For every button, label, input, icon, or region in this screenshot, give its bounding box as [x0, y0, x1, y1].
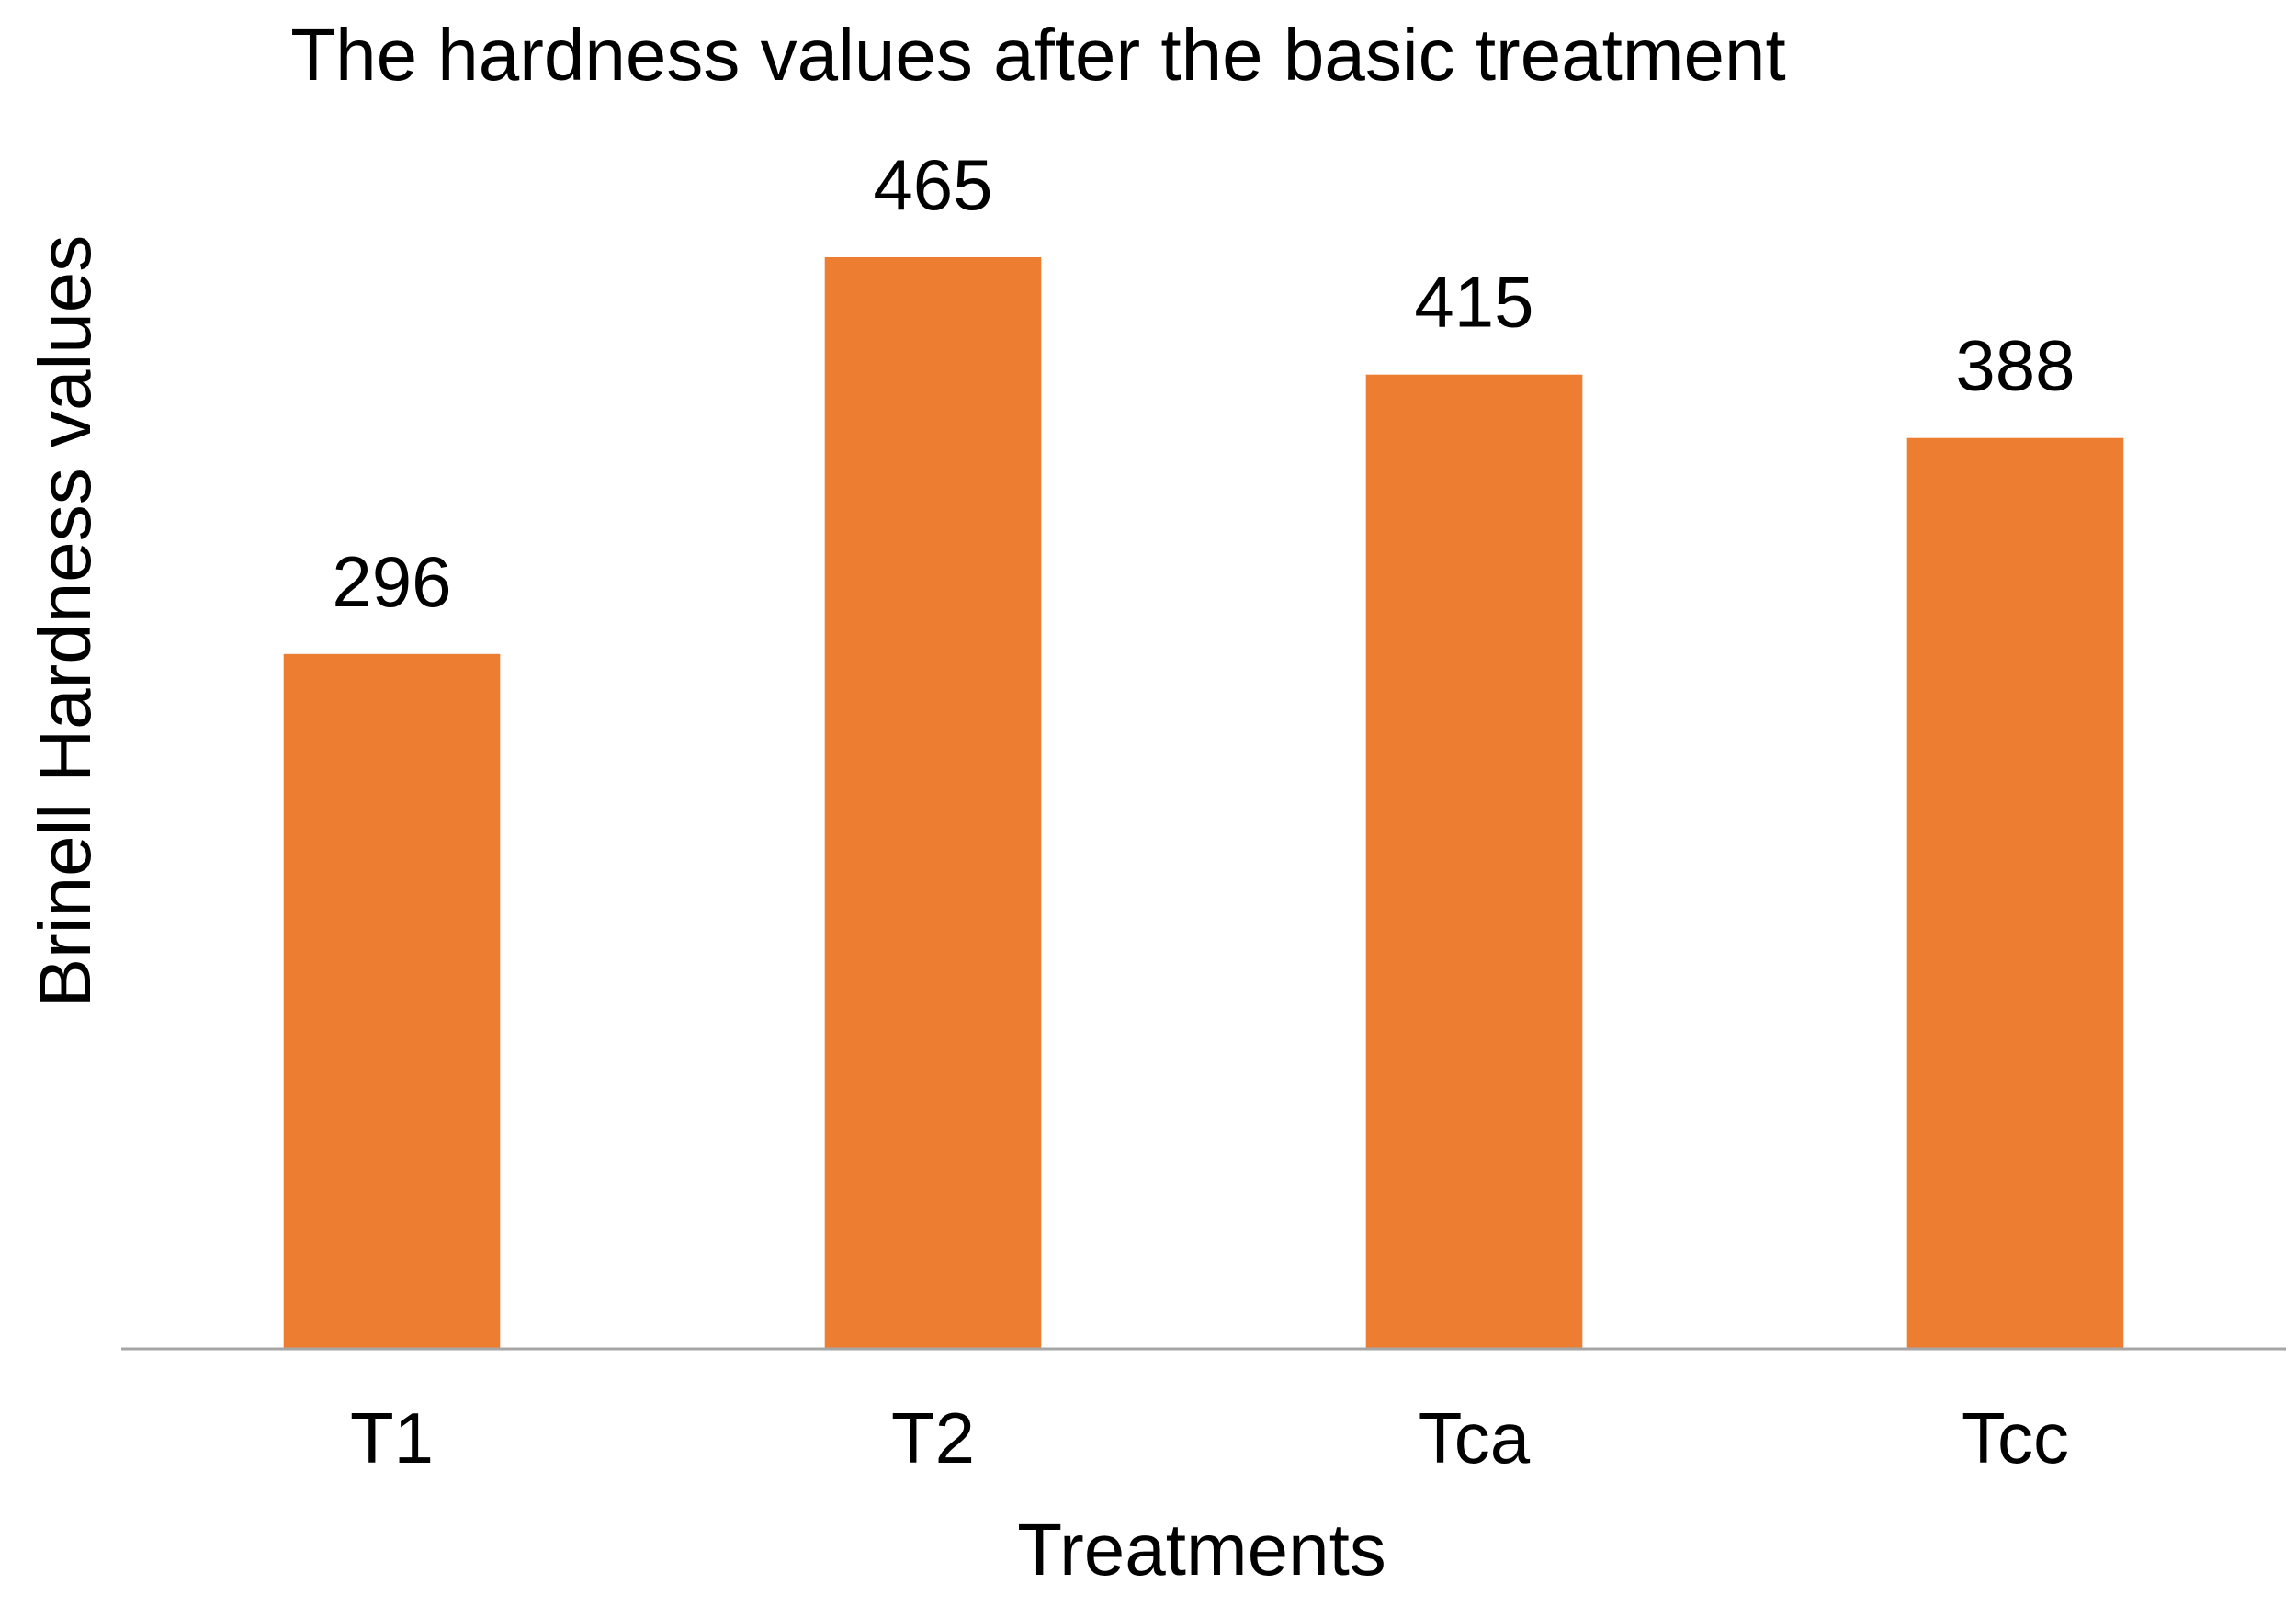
bar-t1 — [283, 653, 501, 1349]
data-label-tcc: 388 — [1955, 325, 2075, 406]
x-axis-label: Treatments — [1017, 1509, 1386, 1590]
data-label-tca: 415 — [1414, 262, 1533, 343]
bar-tcc — [1906, 437, 2124, 1349]
x-tick-label-t1: T1 — [350, 1398, 434, 1478]
x-tick-label-tcc: Tcc — [1962, 1398, 2069, 1478]
bar-t2 — [824, 257, 1042, 1349]
data-labels-group: 296 465 415 388 — [332, 144, 2075, 622]
bars-group — [283, 257, 2124, 1350]
y-axis-label: Brinell Hardness values — [24, 235, 106, 1007]
data-label-t1: 296 — [332, 541, 451, 622]
chart-title: The hardness values after the basic trea… — [290, 14, 1786, 96]
data-label-t2: 465 — [873, 144, 992, 225]
bar-tca — [1365, 374, 1583, 1350]
x-tick-label-tca: Tca — [1419, 1398, 1531, 1478]
x-tick-labels-group: T1 T2 Tca Tcc — [350, 1398, 2069, 1478]
x-tick-label-t2: T2 — [891, 1398, 975, 1478]
